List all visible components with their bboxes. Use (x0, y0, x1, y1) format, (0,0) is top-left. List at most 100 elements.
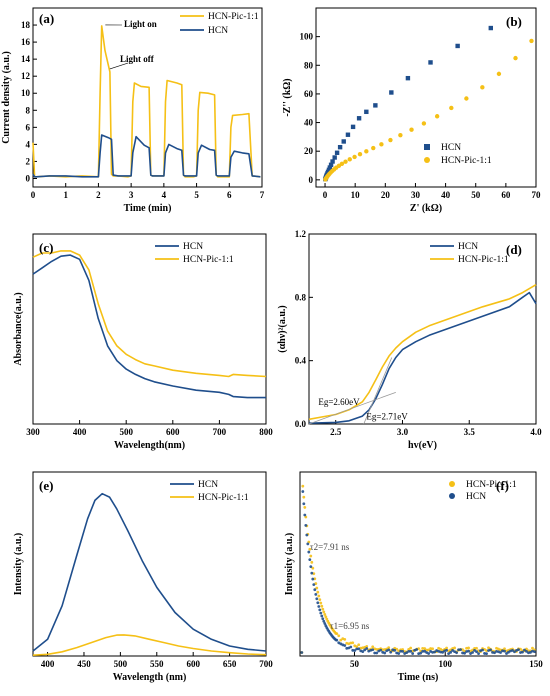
data-point (431, 647, 435, 651)
data-point (409, 649, 413, 653)
data-point (505, 652, 508, 655)
data-point (361, 650, 365, 653)
data-point (449, 650, 452, 654)
data-point (337, 634, 341, 638)
data-point (314, 593, 318, 596)
tau1-label: τ1=6.95 ns (330, 621, 370, 631)
x-tick-label: 50 (350, 659, 360, 669)
data-point (388, 137, 393, 143)
y-axis-label: -Z'' (kΩ) (282, 78, 293, 116)
x-tick-label: 400 (73, 427, 87, 437)
legend-label: HCN (198, 480, 218, 490)
legend-swatch (424, 144, 430, 150)
data-point (441, 650, 444, 654)
data-point (477, 652, 480, 656)
data-point (300, 651, 304, 654)
data-point (308, 547, 312, 551)
data-point (319, 601, 323, 605)
legend-label: HCN-Pic-1:1 (441, 156, 492, 166)
x-tick-label: 0 (31, 190, 36, 200)
data-point (389, 650, 393, 654)
data-point (302, 495, 306, 499)
y-tick-label: 2 (26, 156, 31, 166)
data-point (375, 651, 379, 655)
y-tick-label: 0.8 (295, 292, 307, 302)
data-point (463, 651, 466, 655)
data-point (301, 490, 305, 493)
data-point (496, 71, 502, 77)
panel-d: 2.5 3.0 3.5 4.0 0.0 0.4 0.8 1.2 hv(eV) (αhν)²(a.u… (277, 229, 542, 451)
data-point (302, 502, 306, 506)
data-point (332, 155, 337, 160)
data-point (511, 649, 514, 652)
data-point (301, 484, 305, 488)
panel-e: 400 450 500 550 600 650 700 Wavelength (nm) Inte… (13, 471, 273, 683)
y-axis-label: Absorbance(a.u.) (13, 292, 24, 365)
data-point (488, 25, 493, 31)
data-point (350, 124, 356, 130)
tangent-line (308, 391, 396, 425)
data-point (409, 646, 413, 650)
y-tick-label: 100 (300, 32, 314, 42)
data-point (323, 622, 327, 625)
data-point (383, 651, 387, 655)
data-point (379, 648, 383, 652)
data-point (325, 617, 329, 621)
data-point (371, 145, 376, 151)
panel-label: (b) (506, 14, 522, 29)
data-point (353, 649, 357, 652)
x-axis-label: Time (ns) (398, 672, 439, 683)
data-point (451, 649, 454, 652)
y-tick-label: 8 (26, 105, 31, 115)
data-point (351, 641, 355, 645)
data-point (449, 105, 454, 111)
y-tick-label: 16 (21, 37, 31, 47)
legend-label: HCN (183, 242, 203, 252)
data-point (322, 619, 326, 623)
legend-entry: HCN-Pic-1:1 (424, 156, 492, 166)
data-point (471, 651, 474, 654)
data-point (343, 159, 348, 164)
data-point (473, 648, 476, 652)
data-point (523, 648, 526, 652)
data-point (318, 598, 322, 602)
data-point (487, 646, 490, 650)
x-tick-label: 700 (259, 659, 273, 669)
legend-swatch (449, 493, 455, 499)
series-line (32, 134, 261, 178)
x-tick-label: 40 (441, 190, 451, 200)
legend-label: HCN (441, 143, 461, 153)
legend-entry: HCN-Pic-1:1 (155, 255, 234, 265)
plot-frame (315, 7, 537, 188)
data-point (310, 571, 314, 575)
x-tick-label: 500 (119, 427, 133, 437)
panel-label: (c) (39, 240, 53, 255)
x-tick-label: 450 (77, 659, 91, 669)
legend-entry: HCN (155, 242, 203, 252)
data-point (393, 648, 397, 652)
x-tick-label: 1 (63, 190, 68, 200)
data-point (324, 615, 328, 619)
data-point (312, 583, 316, 586)
data-point (529, 38, 534, 44)
data-point (305, 533, 309, 537)
y-axis-label: (αhν)²(a.u.) (277, 305, 288, 353)
panel-c: 300 400 500 600 700 800 Wavelength(nm) Absorban… (13, 233, 273, 451)
data-point (304, 523, 308, 527)
data-point (467, 646, 470, 650)
legend-entry: HCN-Pic-1:1 (449, 480, 517, 490)
data-point (434, 114, 440, 119)
data-point (428, 60, 433, 65)
data-point (513, 650, 516, 654)
x-tick-label: 550 (150, 659, 164, 669)
series-line (308, 291, 537, 424)
data-point (531, 646, 534, 650)
data-point (445, 648, 448, 652)
data-point (521, 650, 524, 654)
data-point (459, 648, 462, 652)
series-line (32, 25, 261, 178)
data-point (320, 614, 324, 618)
x-tick-label: 50 (471, 190, 481, 200)
